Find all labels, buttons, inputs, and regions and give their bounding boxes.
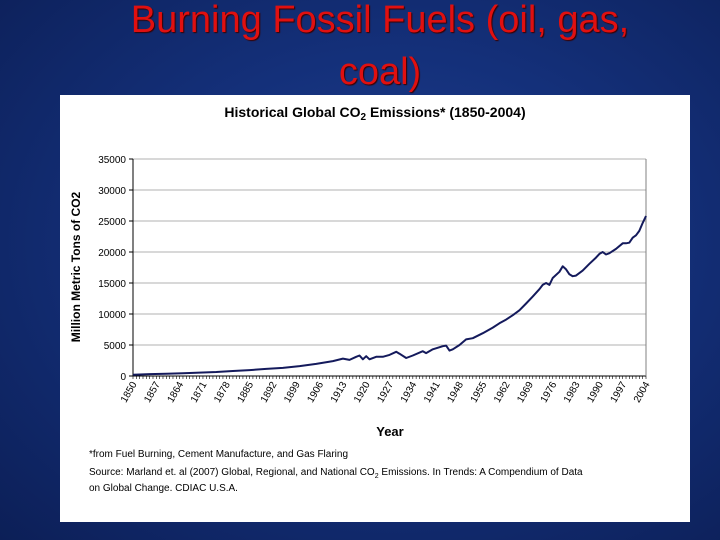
x-tick-label: 1927 <box>375 380 396 405</box>
slide-title-line1: Burning Fossil Fuels (oil, gas, <box>130 0 630 41</box>
series-line <box>132 215 647 376</box>
y-tick-label: 35000 <box>98 155 126 166</box>
footnote-line3: on Global Change. CDIAC U.S.A. <box>89 483 238 494</box>
y-tick-label: 10000 <box>98 310 126 321</box>
chart-title-sub: 2 <box>361 112 367 123</box>
y-tick-label: 5000 <box>104 341 127 352</box>
chart-panel: Historical Global CO2 Emissions* (1850-2… <box>60 95 690 522</box>
x-tick-label: 2004 <box>632 380 653 405</box>
x-tick-label: 1899 <box>282 380 303 405</box>
y-axis-label: Million Metric Tons of CO2 <box>69 191 83 342</box>
x-tick-label: 1878 <box>212 380 233 405</box>
footnote-source: Source: Marland et. al (2007) Global, Re… <box>89 467 375 478</box>
x-tick-label: 1913 <box>329 380 350 405</box>
x-tick-label: 1906 <box>305 380 326 405</box>
x-tick-label: 1990 <box>585 380 606 405</box>
x-tick-label: 1871 <box>189 380 210 405</box>
co2-emissions-chart: Historical Global CO2 Emissions* (1850-2… <box>69 104 653 439</box>
chart-title: Historical Global CO2 Emissions* (1850-2… <box>224 104 525 123</box>
axis-layer <box>129 158 647 379</box>
x-tick-label: 1885 <box>236 380 257 405</box>
y-tick-label: 25000 <box>98 217 126 228</box>
chart-title-suffix: Emissions* (1850-2004) <box>366 104 526 120</box>
y-tick-label: 20000 <box>98 248 126 259</box>
x-tick-label: 1976 <box>539 380 560 405</box>
slide-title: Burning Fossil Fuels (oil, gas, coal) <box>40 0 720 98</box>
x-tick-label: 1920 <box>352 380 373 405</box>
series-layer <box>132 215 647 376</box>
x-tick-label: 1934 <box>399 380 420 405</box>
slide-title-line2: coal) <box>338 51 422 93</box>
footnote-line2: Source: Marland et. al (2007) Global, Re… <box>89 467 583 483</box>
x-tick-label: 1955 <box>469 380 490 405</box>
x-tick-label: 1962 <box>492 380 513 405</box>
x-tick-label: 1864 <box>166 380 187 405</box>
x-tick-label: 1941 <box>422 380 443 405</box>
grid-layer <box>133 158 646 346</box>
x-axis-label: Year <box>376 424 403 439</box>
x-tick-label: 1892 <box>259 380 280 405</box>
x-tick-label: 1857 <box>142 380 163 405</box>
y-tick-labels: 0 5000 10000 15000 20000 25000 30000 35000 <box>98 155 126 383</box>
y-tick-label: 0 <box>120 372 126 383</box>
footnote-source-cont: Emissions. In Trends: A Compendium of Da… <box>378 467 583 478</box>
x-tick-label: 1948 <box>445 380 466 405</box>
x-tick-label: 1997 <box>609 380 630 405</box>
x-tick-label: 1969 <box>515 380 536 405</box>
footnote-sub: 2 <box>374 473 379 480</box>
chart-title-prefix: Historical Global CO <box>224 104 360 120</box>
y-tick-label: 15000 <box>98 279 126 290</box>
x-tick-labels: 1850 1857 1864 1871 1878 1885 1892 1899 1906 1913… <box>119 380 653 405</box>
x-tick-label: 1983 <box>562 380 583 405</box>
footnote-line1: *from Fuel Burning, Cement Manufacture, … <box>89 449 349 460</box>
y-tick-label: 30000 <box>98 186 126 197</box>
x-tick-label: 1850 <box>119 380 140 405</box>
